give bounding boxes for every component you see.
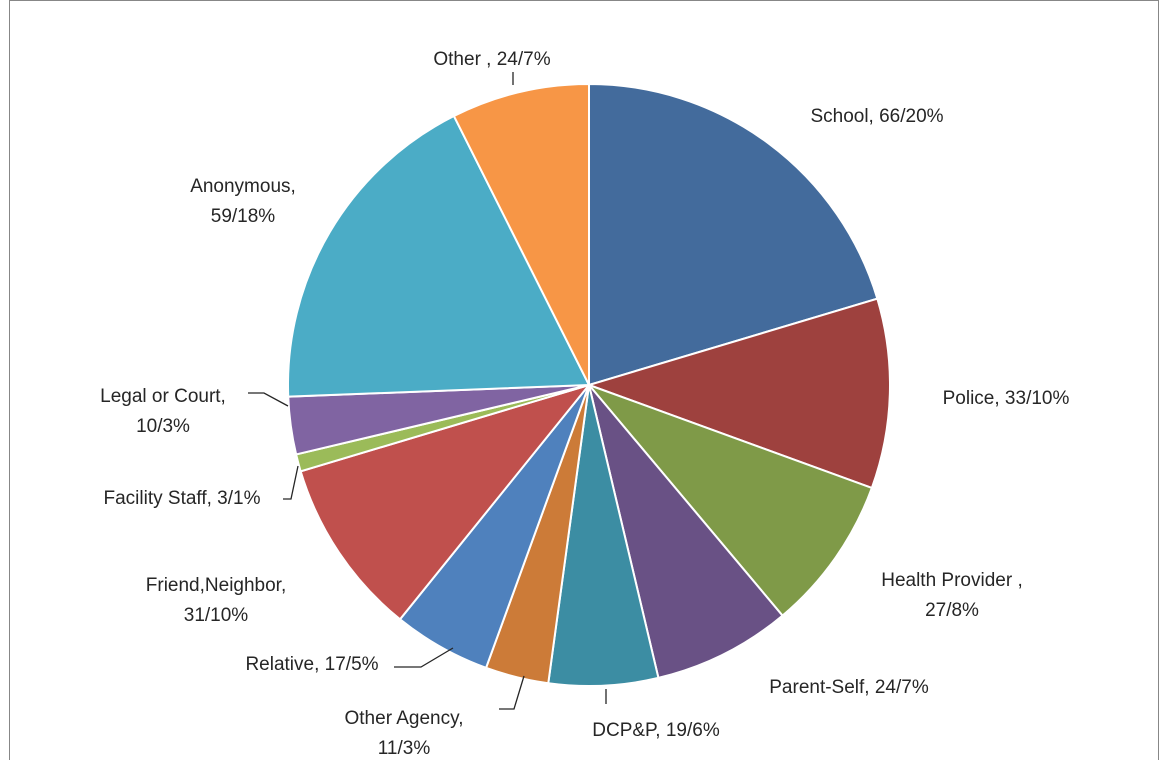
chart-frame: School, 66/20% Police, 33/10% Health Provi… — [9, 0, 1159, 760]
pie-slice-school — [588, 82, 879, 387]
slice-label-line1: DCP&P, 19/6% — [592, 720, 720, 741]
slice-label: Legal or Court, 10/3% — [100, 386, 226, 437]
slice-label-line1: Anonymous, — [190, 176, 296, 197]
slice-label-line2: 59/18% — [211, 206, 276, 227]
leader-line — [394, 647, 454, 668]
slice-label-line1: Friend,Neighbor, — [146, 575, 286, 596]
slice-label: Other , 24/7% — [433, 49, 550, 70]
slice-labels: School, 66/20% Police, 33/10% Health Provi… — [100, 49, 1069, 759]
slice-label-line1: Facility Staff, 3/1% — [104, 488, 261, 509]
slice-label-line1: School, 66/20% — [810, 106, 943, 127]
pie-slice-anonymous — [287, 114, 591, 398]
slice-label-line1: Relative, 17/5% — [245, 654, 378, 675]
pie-slices — [287, 82, 891, 687]
pie-slice-police — [585, 297, 891, 490]
slice-label: Facility Staff, 3/1% — [104, 488, 261, 509]
slice-label: Parent-Self, 24/7% — [769, 677, 929, 698]
leader-lines — [248, 72, 607, 710]
slice-label: DCP&P, 19/6% — [592, 720, 720, 741]
slice-label-line1: Other , 24/7% — [433, 49, 550, 70]
slice-label: Relative, 17/5% — [245, 654, 378, 675]
slice-label-line2: 31/10% — [184, 605, 249, 626]
slice-label: Friend,Neighbor, 31/10% — [146, 575, 286, 626]
slice-label: School, 66/20% — [810, 106, 943, 127]
leader-line — [248, 392, 289, 407]
pie-slice-parent-self — [588, 384, 784, 680]
slice-label-line1: Other Agency, — [345, 708, 464, 729]
slice-label: Health Provider , 27/8% — [881, 570, 1023, 621]
slice-label-line2: 27/8% — [925, 600, 979, 621]
pie-slice-friend-neighbor — [299, 383, 592, 621]
slice-label-line1: Police, 33/10% — [943, 388, 1070, 409]
leader-line — [283, 465, 299, 500]
slice-label-line2: 11/3% — [378, 738, 431, 759]
pie-slice-other — [452, 82, 590, 386]
pie-chart: School, 66/20% Police, 33/10% Health Provi… — [100, 49, 1069, 759]
slice-label: Anonymous, 59/18% — [190, 176, 296, 227]
slice-label-line2: 10/3% — [136, 416, 190, 437]
leader-line — [499, 675, 525, 710]
slice-label: Police, 33/10% — [943, 388, 1070, 409]
slice-label-line1: Legal or Court, — [100, 386, 226, 407]
pie-slice-health-provider — [585, 382, 874, 617]
slice-label-line1: Parent-Self, 24/7% — [769, 677, 929, 698]
slice-label-line1: Health Provider , — [881, 570, 1023, 591]
slice-label: Other Agency, 11/3% — [345, 708, 464, 759]
